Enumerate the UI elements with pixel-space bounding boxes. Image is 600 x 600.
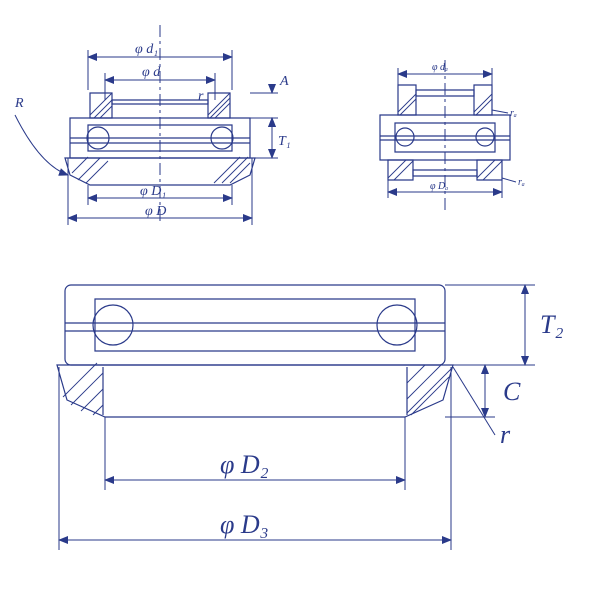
top-left-view: φ d₁ φ d r R A T₁ φ D₁ φ D — [14, 25, 291, 225]
label-T1: T₁ — [278, 134, 291, 149]
top-right-view: φ dₐ rₐ rₐ φ Dₐ — [380, 60, 525, 210]
label-phi-da: φ dₐ — [432, 62, 448, 73]
label-r-top: r — [198, 89, 204, 104]
label-T2: T₂ — [540, 310, 564, 339]
label-R: R — [14, 96, 24, 111]
label-ra-upper: rₐ — [510, 108, 517, 119]
label-A: A — [279, 74, 289, 89]
bearing-drawing: φ d₁ φ d r R A T₁ φ D₁ φ D — [0, 0, 600, 600]
label-ra-lower: rₐ — [518, 177, 525, 188]
label-C: C — [503, 377, 521, 406]
label-phi-d1: φ d₁ — [135, 42, 158, 57]
label-phi-d: φ d — [142, 65, 161, 80]
label-phi-D3: φ D₃ — [220, 510, 269, 539]
bottom-view: T₂ C r φ D₂ φ D₃ — [57, 285, 564, 550]
label-phi-D: φ D — [145, 204, 166, 219]
label-r-bottom: r — [500, 420, 511, 449]
label-phi-D1: φ D₁ — [140, 184, 166, 199]
label-phi-Da: φ Dₐ — [430, 181, 448, 192]
label-phi-D2: φ D₂ — [220, 450, 269, 479]
